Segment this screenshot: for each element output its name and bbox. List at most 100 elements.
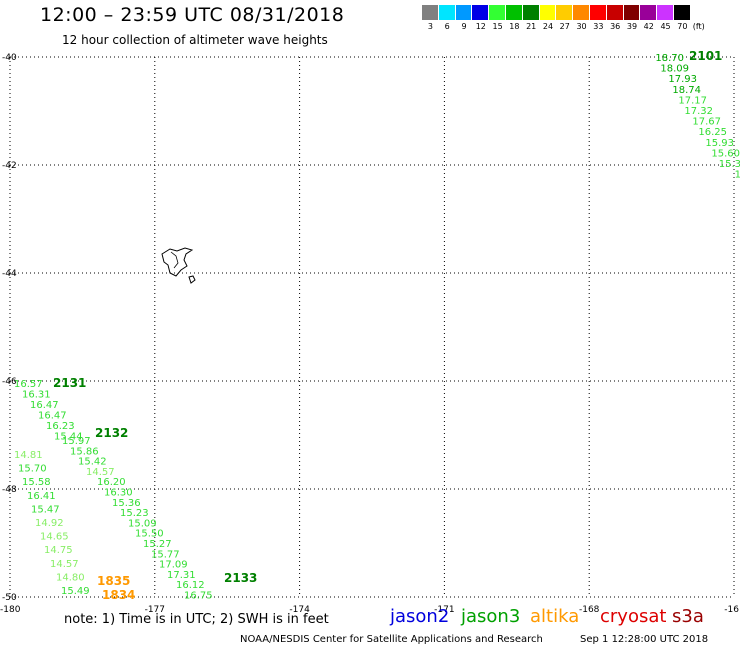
axis-labels: -40 -42 -44 -46 -48 -50 -180 -177 -174 -171 -168 -1…	[0, 53, 739, 615]
legend-label: 33	[593, 22, 604, 31]
wave-height-value: 15.97	[62, 436, 91, 447]
legend-swatch	[472, 5, 490, 20]
lon-tick-label: -177	[145, 605, 165, 615]
satellite-label: jason2	[390, 606, 450, 627]
legend-label: 6	[444, 22, 450, 31]
wave-height-value: 18.70	[655, 53, 684, 64]
wave-height-value: 15.49	[61, 586, 90, 597]
wave-height-value: 14.57	[86, 467, 115, 478]
wave-height-value: 18.09	[660, 64, 689, 75]
pass-label: 2133	[224, 571, 257, 585]
wave-height-value: 15.23	[120, 508, 149, 519]
wave-height-value: 16.47	[38, 411, 67, 422]
wave-height-value: 17.93	[668, 74, 697, 85]
legend-swatch	[640, 5, 658, 20]
lon-tick-label: -168	[579, 605, 600, 615]
legend-label: 36	[610, 22, 621, 31]
wave-height-value: 15.3	[719, 159, 740, 170]
wave-height-value: 15.93	[705, 138, 734, 149]
chatham-islands-outline	[161, 247, 196, 284]
wave-height-value: 15.27	[143, 539, 172, 550]
wave-height-tracks: 18.7018.0917.9318.7417.1717.3217.6716.25…	[14, 49, 740, 602]
legend-label: 70	[677, 22, 688, 31]
legend-swatch	[539, 5, 557, 20]
legend-label: 42	[643, 22, 654, 31]
lat-tick-label: -50	[2, 593, 17, 603]
pass-label: 2132	[95, 426, 128, 440]
lon-tick-label: -16	[724, 605, 739, 615]
pass-label: 2101	[689, 49, 722, 63]
lon-tick-label: -180	[0, 605, 21, 615]
map-title: 12:00 – 23:59 UTC 08/31/2018	[40, 4, 345, 26]
legend-swatch	[556, 5, 574, 20]
legend-label: 39	[626, 22, 638, 31]
wave-height-value: 14.65	[40, 532, 69, 543]
wave-height-value: 17.09	[159, 560, 188, 571]
wave-height-value: 14.80	[56, 572, 85, 583]
legend-label: 45	[660, 22, 671, 31]
lon-tick-label: -171	[434, 605, 454, 615]
legend-swatch	[455, 5, 473, 20]
wave-height-value: 15.36	[112, 498, 141, 509]
legend-label: 30	[576, 22, 587, 31]
legend-label: 21	[526, 22, 537, 31]
wave-height-value: 14.75	[44, 545, 73, 556]
wave-height-value: 16.41	[27, 491, 56, 502]
wave-height-value: 15.42	[78, 457, 107, 468]
wave-height-value: 16.30	[104, 488, 133, 499]
wave-height-value: 15.77	[151, 549, 180, 560]
legend-label: 3	[427, 22, 433, 31]
wave-height-value: 1	[735, 170, 740, 181]
satellite-label: altika	[530, 606, 580, 627]
lat-tick-label: -46	[2, 377, 17, 387]
wave-height-value: 16.47	[30, 400, 59, 411]
wave-height-value: 14.81	[14, 450, 43, 461]
color-legend-labels: 3 6 9 12 15 18 21 24 27 30 33 36 39 42 45 70 (ft)	[422, 22, 705, 31]
color-legend-bar	[422, 5, 691, 20]
footer-timestamp: Sep 1 12:28:00 UTC 2018	[580, 634, 709, 645]
legend-swatch	[673, 5, 691, 20]
note-text: note: 1) Time is in UTC; 2) SWH is in fe…	[64, 612, 329, 627]
legend-label: 12	[475, 22, 486, 31]
legend-label: 15	[492, 22, 503, 31]
wave-height-value: 16.20	[97, 477, 126, 488]
lat-tick-label: -48	[2, 485, 17, 495]
legend-label: 24	[542, 22, 554, 31]
lat-tick-label: -40	[2, 53, 17, 63]
wave-height-value: 16.31	[22, 390, 51, 401]
legend-swatch	[623, 5, 641, 20]
lat-tick-label: -44	[2, 269, 17, 279]
legend-swatch	[657, 5, 674, 20]
wave-height-value: 15.70	[18, 464, 47, 475]
wave-height-value: 16.23	[46, 421, 75, 432]
pass-label: 2131	[53, 376, 86, 390]
lat-lon-grid	[9, 56, 735, 598]
legend-swatch	[505, 5, 523, 20]
pass-label: 1835	[97, 574, 130, 588]
wave-height-value: 15.60	[711, 148, 740, 159]
pass-label: 1834	[102, 588, 135, 602]
wave-height-value: 14.57	[50, 559, 79, 570]
wave-height-value: 15.47	[31, 504, 60, 515]
legend-swatch	[589, 5, 607, 20]
legend-unit: (ft)	[692, 22, 705, 31]
satellite-label: cryosat	[600, 606, 667, 627]
lon-tick-label: -174	[289, 605, 310, 615]
wave-height-value: 17.31	[167, 570, 196, 581]
legend-label: 18	[509, 22, 520, 31]
legend-swatch	[438, 5, 456, 20]
map-subtitle: 12 hour collection of altimeter wave hei…	[62, 33, 328, 47]
legend-swatch	[489, 5, 506, 20]
legend-label: 9	[461, 22, 467, 31]
wave-height-value: 17.32	[684, 106, 713, 117]
wave-height-value: 18.74	[672, 85, 701, 96]
lat-tick-label: -42	[2, 161, 17, 171]
footer-credit: NOAA/NESDIS Center for Satellite Applica…	[240, 634, 543, 645]
legend-swatch	[422, 5, 439, 20]
legend-label: 27	[559, 22, 570, 31]
wave-height-value: 15.09	[128, 518, 157, 529]
satellite-label: jason3	[461, 606, 521, 627]
wave-height-value: 15.58	[22, 477, 51, 488]
